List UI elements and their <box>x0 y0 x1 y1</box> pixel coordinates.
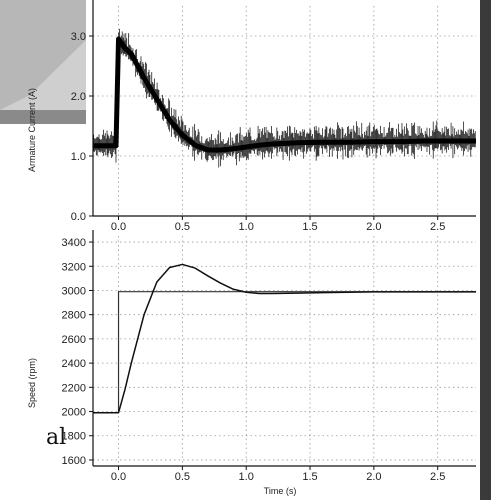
current-y-axis-label: Armature Current (A) <box>27 88 37 172</box>
speed-chart-grid <box>93 236 476 466</box>
dark-frame-right <box>480 0 491 500</box>
y-tick-label: 3000 <box>62 285 86 297</box>
x-tick-label: 0.0 <box>111 221 126 233</box>
y-tick-label: 2800 <box>62 310 86 322</box>
x-tick-label: 2.0 <box>366 221 381 233</box>
y-tick-label: 1.0 <box>71 151 86 163</box>
speed-response-line <box>93 263 476 414</box>
y-tick-label: 1800 <box>62 431 86 443</box>
x-tick-label: 1.5 <box>302 471 317 483</box>
background-partial-text: al <box>46 425 66 450</box>
slide-band <box>0 110 86 124</box>
time-x-axis-label: Time (s) <box>264 486 297 496</box>
speed-chart-x-ticks: 0.0 0.5 1.0 1.5 2.0 2.5 <box>111 466 445 483</box>
speed-chart-axes <box>92 230 476 467</box>
x-tick-label: 0.5 <box>175 221 190 233</box>
x-tick-label: 2.0 <box>366 471 381 483</box>
current-chart: 0.0 1.0 2.0 3.0 0.0 0.5 1.0 1.5 2.0 2.5 Armature… <box>27 0 476 233</box>
y-tick-label: 3400 <box>62 237 86 249</box>
x-tick-label: 1.0 <box>239 471 254 483</box>
y-tick-label: 0.0 <box>71 211 86 223</box>
x-tick-label: 1.0 <box>239 221 254 233</box>
current-trend-line <box>93 36 476 153</box>
y-tick-label: 2400 <box>62 358 86 370</box>
slide-shadow-fragment <box>0 0 86 110</box>
y-tick-label: 3.0 <box>71 31 86 43</box>
speed-chart-y-ticks: 1600 1800 2000 2200 2400 2600 2800 3000 3200 3400 <box>62 237 93 467</box>
x-tick-label: 2.5 <box>430 221 445 233</box>
x-tick-label: 1.5 <box>302 221 317 233</box>
speed-chart: 1600 1800 2000 2200 2400 2600 2800 3000 3200 3400… <box>27 230 476 496</box>
y-tick-label: 2.0 <box>71 91 86 103</box>
x-tick-label: 0.0 <box>111 471 126 483</box>
y-tick-label: 2200 <box>62 382 86 394</box>
current-chart-x-ticks: 0.0 0.5 1.0 1.5 2.0 2.5 <box>111 216 445 233</box>
speed-chart-marks <box>93 263 476 414</box>
speed-y-axis-label: Speed (rpm) <box>27 358 37 408</box>
y-tick-label: 2000 <box>62 407 86 419</box>
current-chart-y-ticks: 0.0 1.0 2.0 3.0 <box>71 31 93 223</box>
current-chart-marks <box>93 28 476 168</box>
y-tick-label: 1600 <box>62 455 86 467</box>
x-tick-label: 0.5 <box>175 471 190 483</box>
y-tick-label: 3200 <box>62 261 86 273</box>
y-tick-label: 2600 <box>62 334 86 346</box>
x-tick-label: 2.5 <box>430 471 445 483</box>
